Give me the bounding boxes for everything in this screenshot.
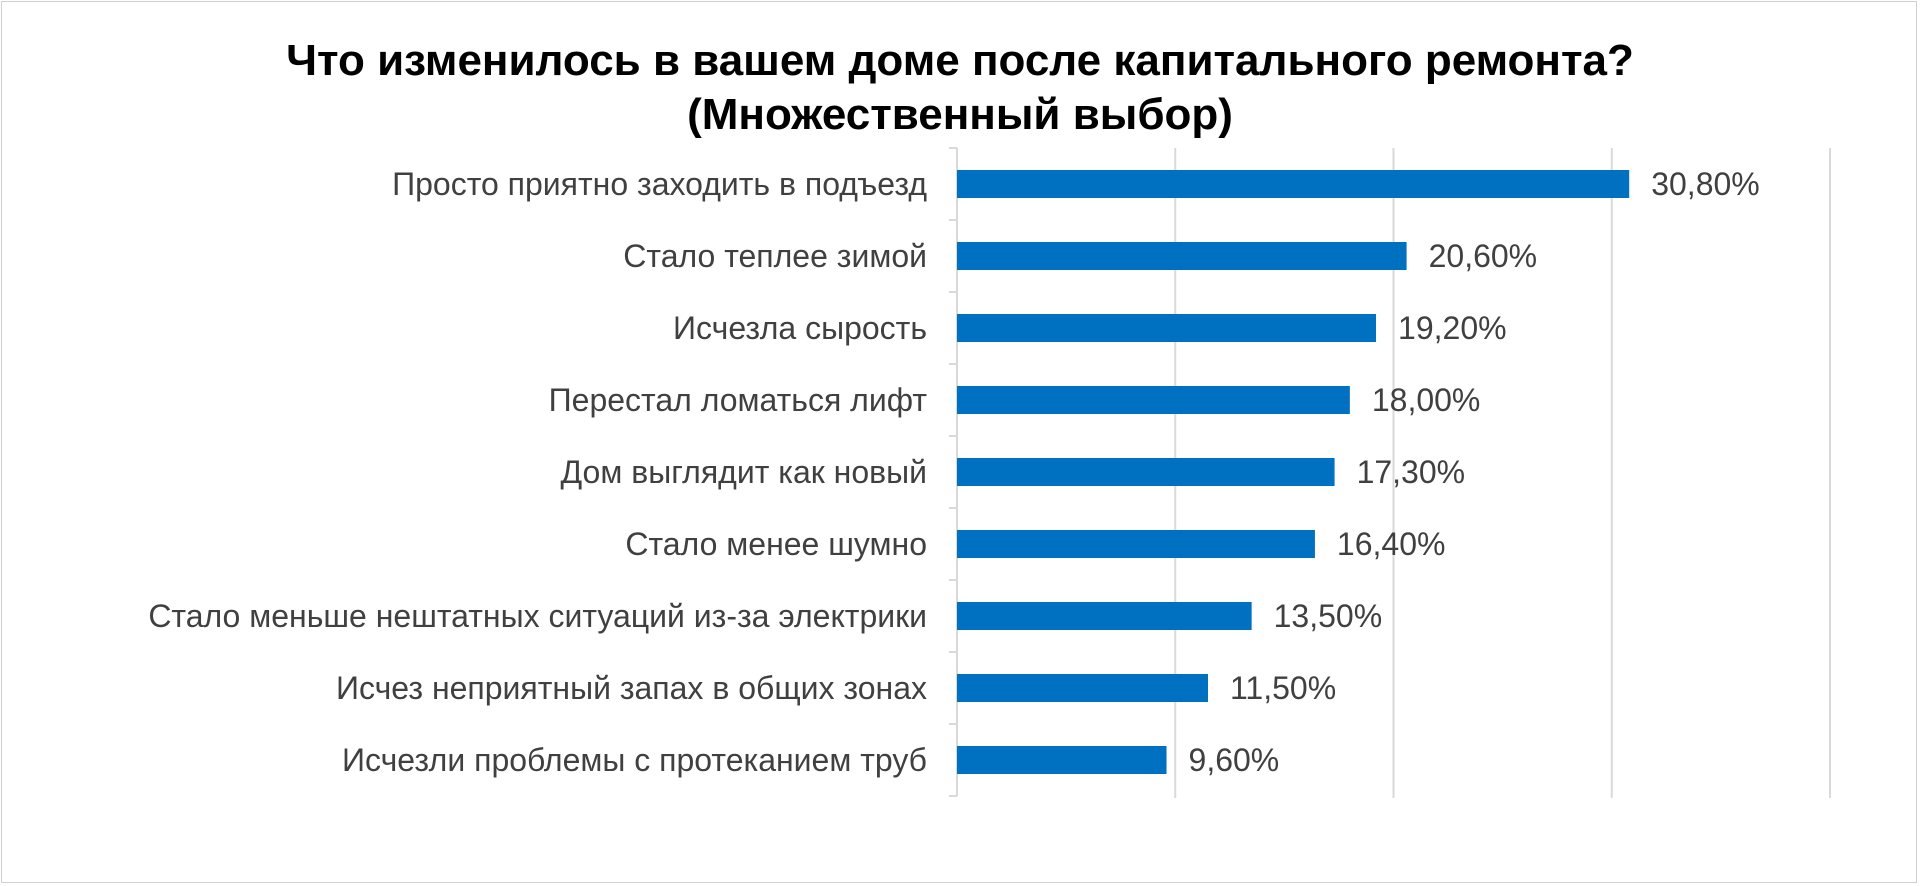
value-label: 18,00% xyxy=(1372,382,1481,418)
category-label: Исчез неприятный запах в общих зонах xyxy=(336,670,927,706)
bar xyxy=(957,314,1377,342)
bar xyxy=(957,530,1315,558)
value-labels: 30,80% 20,60% 19,20% 18,00% 17,30% 16,40% 13,5… xyxy=(1189,166,1760,778)
value-label: 11,50% xyxy=(1230,670,1336,706)
category-label: Стало меньше нештатных ситуаций из-за эл… xyxy=(148,598,927,634)
category-labels: Просто приятно заходить в подъезд Стало т… xyxy=(148,166,927,778)
category-label: Дом выглядит как новый xyxy=(560,454,927,490)
chart-title-line-2: (Множественный выбор) xyxy=(687,90,1233,139)
category-label: Исчезли проблемы с протеканием труб xyxy=(342,742,927,778)
bar xyxy=(957,746,1167,774)
value-label: 19,20% xyxy=(1398,310,1507,346)
bar xyxy=(957,602,1252,630)
bar xyxy=(957,170,1630,198)
category-label: Стало теплее зимой xyxy=(623,238,927,274)
chart-title-line-1: Что изменилось в вашем доме после капита… xyxy=(286,36,1634,85)
category-label: Стало менее шумно xyxy=(625,526,927,562)
category-axis xyxy=(949,147,958,797)
bar xyxy=(957,386,1350,414)
value-label: 9,60% xyxy=(1189,742,1280,778)
bar xyxy=(957,674,1208,702)
value-label: 16,40% xyxy=(1337,526,1446,562)
chart-title: Что изменилось в вашем доме после капита… xyxy=(0,34,1920,142)
category-label: Перестал ломаться лифт xyxy=(549,382,928,418)
category-label: Исчезла сырость xyxy=(673,310,927,346)
value-label: 13,50% xyxy=(1274,598,1383,634)
bar xyxy=(957,458,1335,486)
value-label: 30,80% xyxy=(1651,166,1760,202)
bars xyxy=(957,170,1630,774)
bar xyxy=(957,242,1407,270)
value-label: 17,30% xyxy=(1357,454,1466,490)
value-label: 20,60% xyxy=(1429,238,1538,274)
category-label: Просто приятно заходить в подъезд xyxy=(392,166,927,202)
